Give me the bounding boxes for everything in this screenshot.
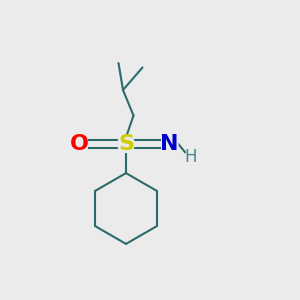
Text: N: N <box>160 134 179 154</box>
Circle shape <box>118 136 134 152</box>
Text: S: S <box>118 134 134 154</box>
Circle shape <box>161 136 178 152</box>
Circle shape <box>184 152 196 164</box>
Text: H: H <box>184 148 197 166</box>
Circle shape <box>71 136 88 152</box>
Text: O: O <box>70 134 89 154</box>
